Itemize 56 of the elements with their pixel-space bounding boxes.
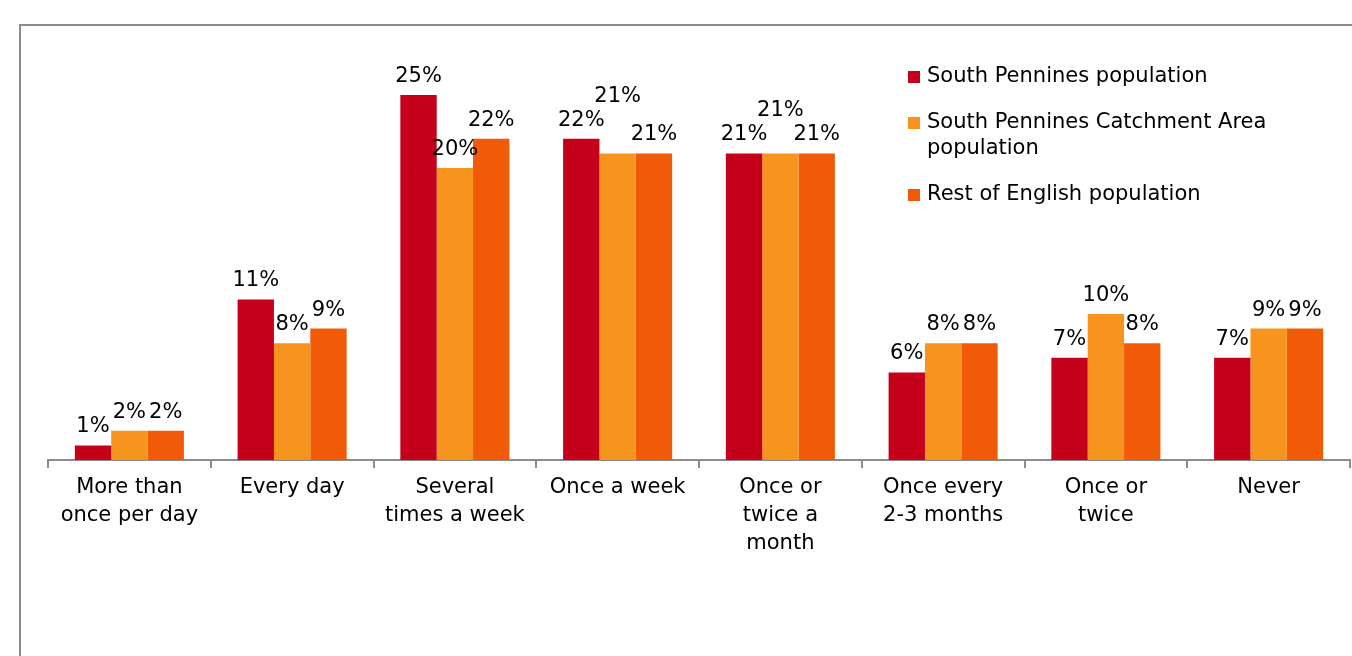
bar [888, 372, 925, 460]
data-label: 25% [395, 63, 442, 87]
data-label: 6% [890, 340, 924, 365]
bar [310, 328, 347, 460]
data-label: 21% [793, 121, 841, 146]
bar [635, 153, 673, 460]
bar [725, 153, 763, 460]
data-label: 11% [232, 267, 280, 292]
data-label: 8% [962, 311, 997, 336]
bar [273, 343, 311, 460]
bar [436, 168, 474, 460]
legend-label: South Pennines Catchment Area population [927, 109, 1267, 160]
legend-label: South Pennines population [927, 63, 1208, 88]
legend-label: Rest of English population [927, 181, 1201, 206]
data-label: 2% [112, 398, 147, 423]
data-label: 21% [720, 121, 768, 146]
bar [111, 430, 148, 460]
bar [237, 299, 274, 460]
x-tick-label: Several times a week [384, 474, 526, 527]
x-tick-label: Every day [239, 474, 345, 499]
data-label: 8% [926, 311, 960, 336]
data-label: 2% [149, 398, 183, 423]
bar [599, 153, 636, 460]
data-label: 8% [275, 311, 309, 336]
data-label: 8% [1125, 311, 1159, 336]
bar [1286, 328, 1324, 460]
data-label: 9% [311, 296, 346, 321]
bar [1087, 314, 1125, 460]
bar [762, 153, 799, 460]
data-label: 9% [1251, 296, 1286, 321]
bar [1124, 343, 1161, 460]
x-tick-label: Once or twice a month [739, 474, 822, 555]
x-tick-label: More than once per day [60, 474, 199, 527]
bar [563, 138, 600, 460]
bar [74, 445, 112, 460]
bar [1214, 357, 1251, 460]
data-label: 7% [1052, 325, 1087, 350]
data-label: 10% [1082, 282, 1130, 306]
data-label: 1% [76, 413, 110, 438]
bar [798, 153, 835, 460]
x-tick-label: Once every 2-3 months [882, 474, 1004, 527]
x-tick-label: Once or twice [1064, 474, 1148, 527]
bar [924, 343, 962, 460]
data-label: 21% [630, 121, 678, 146]
x-tick-label: Once a week [549, 474, 687, 499]
data-label: 22% [557, 106, 605, 131]
data-label: 7% [1215, 325, 1249, 350]
x-tick-label: Never [1237, 474, 1301, 499]
data-label: 9% [1288, 296, 1322, 321]
bar [147, 430, 184, 460]
data-label: 22% [467, 106, 515, 131]
bar [1250, 328, 1287, 460]
data-label: 21% [594, 82, 641, 107]
bar [1051, 357, 1088, 460]
data-label: 21% [757, 97, 804, 122]
bar [961, 343, 998, 460]
